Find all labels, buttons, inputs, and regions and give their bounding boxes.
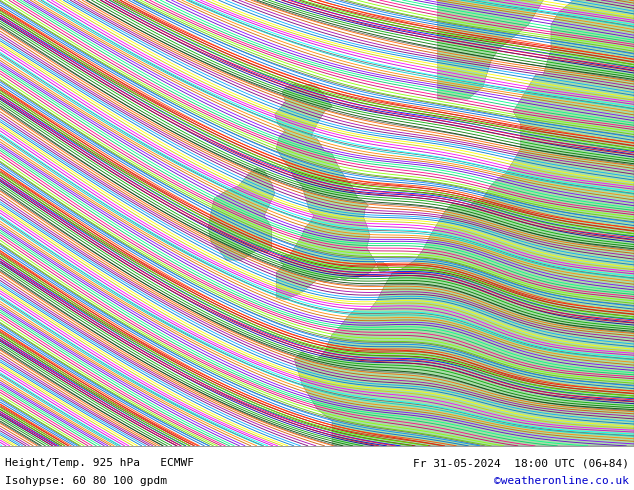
Polygon shape <box>294 0 634 446</box>
Polygon shape <box>437 0 543 99</box>
Text: Height/Temp. 925 hPa   ECMWF: Height/Temp. 925 hPa ECMWF <box>5 458 194 468</box>
Text: Isohypse: 60 80 100 gpdm: Isohypse: 60 80 100 gpdm <box>5 476 167 486</box>
Text: Fr 31-05-2024  18:00 UTC (06+84): Fr 31-05-2024 18:00 UTC (06+84) <box>413 458 629 468</box>
Text: ©weatheronline.co.uk: ©weatheronline.co.uk <box>494 476 629 486</box>
Polygon shape <box>275 84 389 300</box>
Polygon shape <box>209 169 275 260</box>
